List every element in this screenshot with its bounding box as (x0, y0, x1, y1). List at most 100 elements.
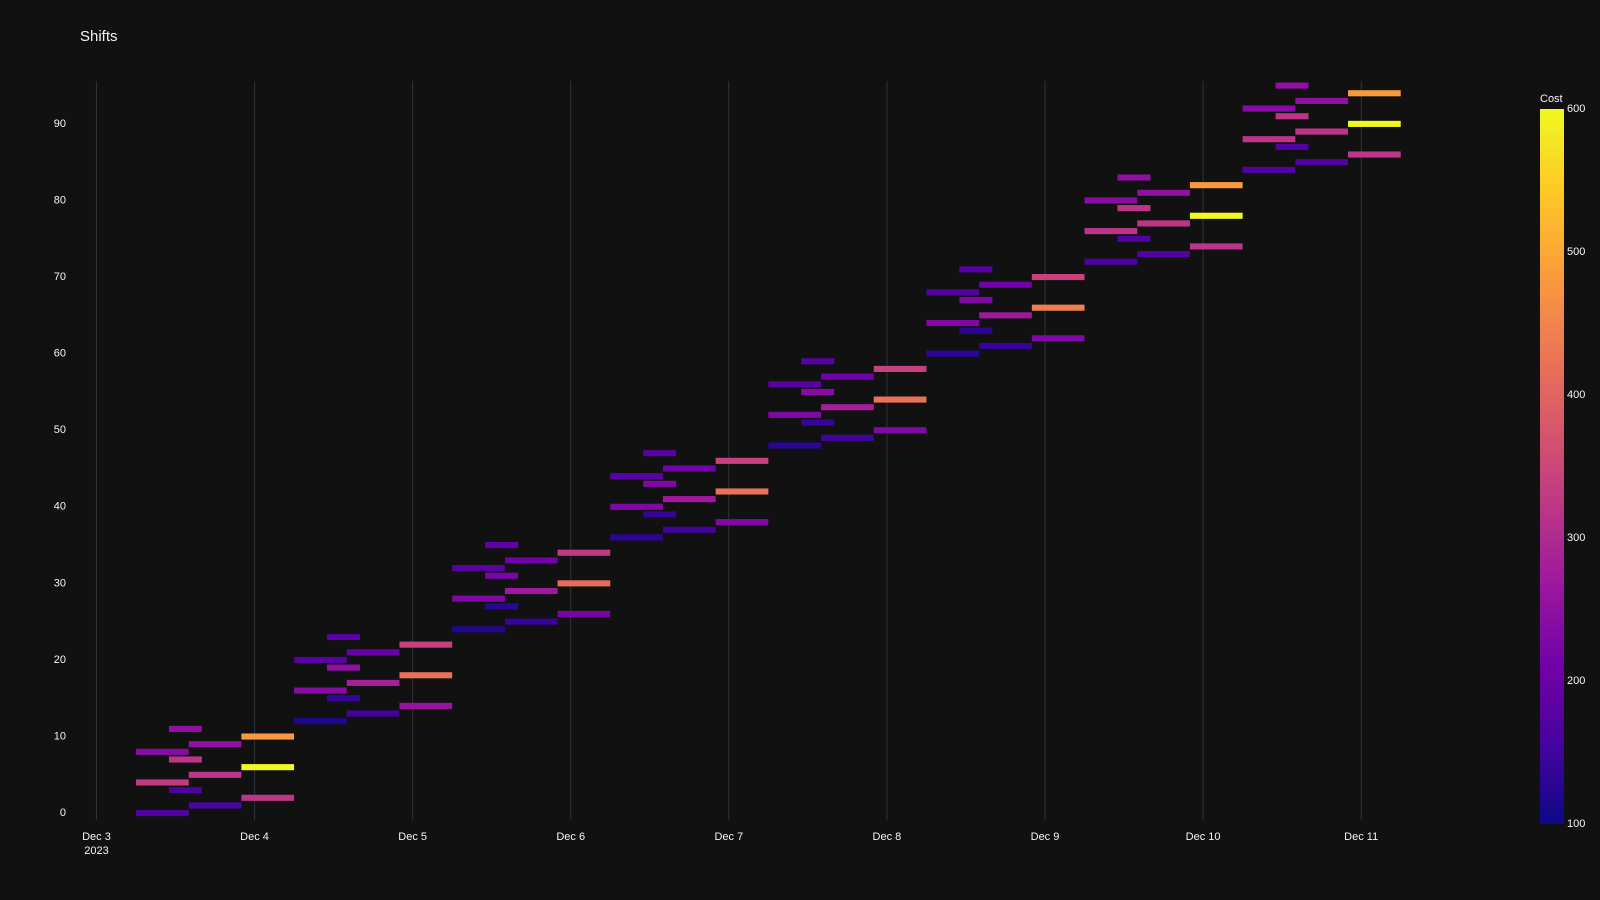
shift-bar (715, 519, 769, 526)
shift-bar (1295, 159, 1349, 166)
shift-bar (1084, 197, 1138, 204)
chart-title: Shifts (80, 28, 118, 45)
shift-bar (1137, 220, 1190, 227)
shift-bar (643, 450, 677, 457)
y-tick-label: 90 (54, 118, 66, 130)
shift-bar (346, 710, 400, 717)
shift-bar (662, 465, 716, 472)
shift-bar (821, 373, 874, 380)
shift-bar (135, 779, 189, 786)
shift-bar (1189, 212, 1243, 219)
shift-bar (485, 572, 519, 579)
shift-bar (662, 526, 716, 533)
shift-bar (452, 564, 505, 572)
shift-bar (1189, 182, 1243, 189)
shift-bar (1242, 105, 1296, 112)
shift-bar (1031, 273, 1085, 281)
colorbar-title: Cost (1540, 93, 1563, 105)
shift-bar (801, 419, 835, 426)
y-tick-label: 40 (54, 501, 66, 513)
shift-bar (801, 388, 835, 395)
shift-bar (1348, 120, 1401, 127)
shift-bar (610, 534, 663, 541)
shift-bar (1137, 189, 1190, 196)
shift-bar (1275, 143, 1309, 150)
shift-bar (979, 342, 1032, 350)
x-tick-label: Dec 6 (556, 831, 585, 843)
shift-bar (168, 787, 202, 794)
shift-bar (959, 327, 993, 334)
colorbar (1540, 109, 1564, 824)
shift-bar (1348, 90, 1401, 97)
shift-bar (873, 396, 927, 403)
shift-bar (1117, 235, 1151, 242)
shift-bar (1117, 174, 1151, 181)
colorbar-tick-label: 300 (1567, 532, 1585, 544)
shift-bar (926, 289, 980, 296)
shift-bar (485, 603, 519, 610)
shift-bar (557, 580, 611, 587)
x-tick-label: Dec 3 (82, 831, 111, 843)
shift-bar (1137, 251, 1190, 258)
x-tick-label: Dec 4 (240, 831, 269, 843)
shift-bar (1031, 304, 1085, 311)
shift-bar (294, 687, 347, 694)
shift-bar (294, 718, 347, 725)
shift-bar (979, 281, 1032, 288)
shift-bar (610, 503, 663, 510)
y-tick-label: 0 (60, 807, 66, 819)
colorbar-tick-label: 400 (1567, 389, 1585, 401)
shift-bar (768, 442, 822, 449)
shift-bar (399, 641, 453, 648)
shift-bar (1189, 243, 1243, 250)
x-tick-year: 2023 (84, 845, 108, 857)
shift-bar (557, 610, 611, 618)
x-tick-label: Dec 9 (1031, 831, 1060, 843)
shift-bar (135, 810, 189, 817)
shift-bar (399, 702, 453, 709)
shift-bar (188, 741, 242, 748)
shift-bar (504, 618, 558, 625)
shift-bar (399, 672, 453, 679)
shift-bar (979, 312, 1032, 319)
shift-bar (327, 633, 360, 641)
shift-bar (959, 296, 993, 304)
shift-bar (768, 411, 822, 418)
shift-bar (557, 549, 611, 556)
colorbar-tick-label: 200 (1567, 675, 1585, 687)
shift-bar (241, 733, 295, 740)
shift-bar (959, 266, 993, 273)
shift-bar (873, 427, 927, 434)
shift-bar (926, 350, 980, 357)
x-tick-label: Dec 11 (1344, 831, 1378, 843)
shift-bar (168, 756, 202, 763)
shift-bar (1295, 128, 1349, 135)
shift-bar (1242, 166, 1296, 173)
shift-bar (1275, 82, 1309, 89)
shift-bar (1348, 151, 1401, 158)
y-tick-label: 60 (54, 348, 66, 360)
shift-bar (1117, 205, 1151, 212)
shift-bar (241, 794, 295, 801)
shift-bar (504, 557, 558, 564)
shift-bar (643, 480, 677, 487)
shift-bar (1275, 113, 1309, 120)
shift-bar (168, 725, 202, 732)
shift-bar (452, 595, 505, 602)
shift-bar (1242, 136, 1296, 143)
shift-bar (926, 319, 980, 327)
shift-bar (1084, 258, 1138, 265)
shift-bar (643, 511, 677, 518)
shift-bar (327, 695, 360, 702)
shift-bar (801, 358, 835, 365)
shift-bar (821, 404, 874, 411)
shift-bar (504, 587, 558, 595)
y-tick-label: 80 (54, 194, 66, 206)
colorbar-tick-label: 500 (1567, 246, 1585, 258)
shift-bar (1084, 228, 1138, 235)
shift-bar (662, 496, 716, 503)
shift-bar (135, 748, 189, 755)
